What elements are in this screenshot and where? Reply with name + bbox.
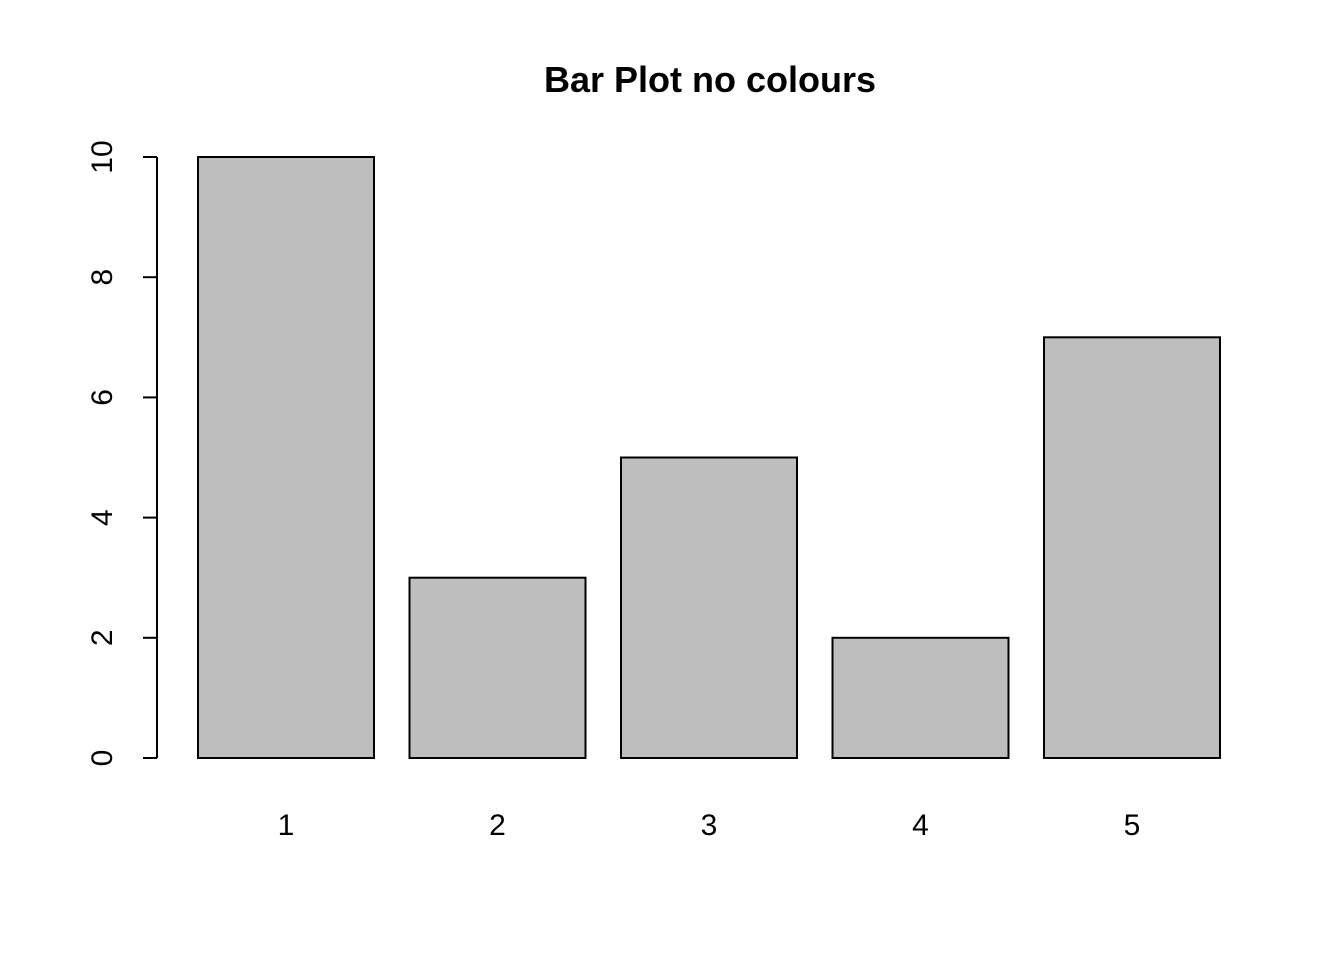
bar-4 (831, 636, 1010, 759)
y-tick-label: 10 (86, 140, 119, 173)
bar-3 (620, 456, 798, 759)
bars-group (197, 156, 1221, 760)
x-tick-label: 1 (278, 809, 295, 842)
bar-2 (408, 576, 587, 760)
y-tick-label: 6 (86, 389, 119, 406)
x-tick-label: 4 (912, 809, 929, 842)
x-axis-labels: 1 2 3 4 5 (278, 809, 1141, 842)
y-tick-label: 4 (86, 509, 119, 526)
x-tick-label: 5 (1124, 809, 1141, 842)
x-tick-label: 3 (701, 809, 718, 842)
y-tick-label: 8 (86, 269, 119, 286)
y-tick-label: 2 (86, 629, 119, 646)
bar-1 (197, 156, 375, 759)
y-axis: 0 2 4 6 8 10 (86, 140, 158, 767)
x-tick-label: 2 (489, 809, 506, 842)
chart-title: Bar Plot no colours (544, 59, 876, 100)
bar-5 (1043, 336, 1221, 759)
y-tick-label: 0 (86, 750, 119, 767)
